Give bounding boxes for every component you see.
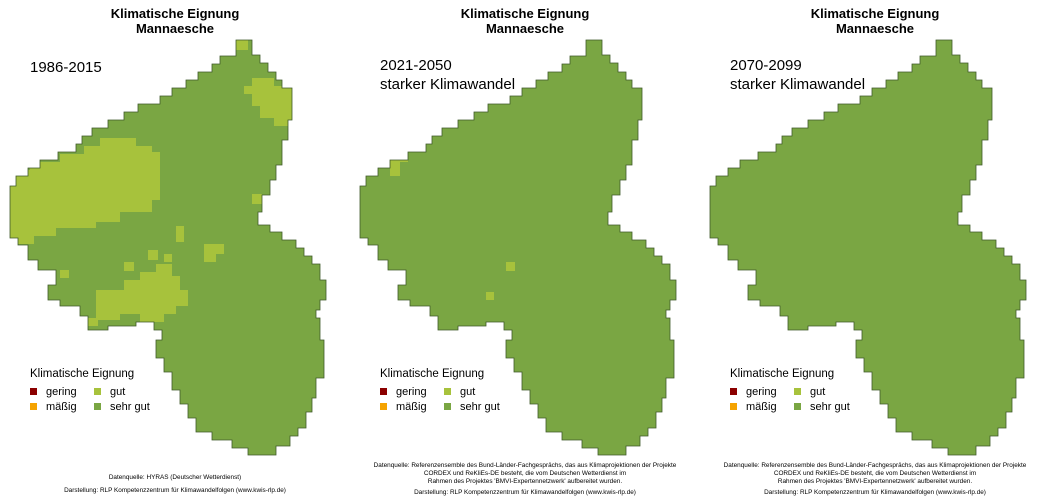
legend-label: sehr gut (810, 400, 850, 413)
legend-item-maessig: mäßig (380, 400, 444, 413)
swatch-gering (30, 388, 37, 395)
swatch-gut (794, 388, 801, 395)
title-line-2: Mannaesche (485, 21, 565, 36)
legend-label: gering (396, 385, 427, 398)
title-line-1: Klimatische Eignung (460, 6, 590, 21)
map-panel-2070-2099: Klimatische Eignung Mannaesche 2070-2099… (700, 0, 1050, 500)
legend-label: gering (746, 385, 777, 398)
legend-item-sehr-gut: sehr gut (94, 400, 174, 413)
period-label: 1986-2015 (30, 58, 102, 77)
period-years: 1986-2015 (30, 59, 102, 76)
legend-item-gut: gut (794, 385, 874, 398)
suitability-map (709, 39, 1027, 456)
source-line: Darstellung: RLP Kompetenzzentrum für Kl… (414, 489, 636, 496)
legend-label: gut (460, 385, 476, 398)
legend-label: gut (110, 385, 126, 398)
map-title: Klimatische Eignung Mannaesche (700, 6, 1050, 36)
swatch-maessig (30, 403, 37, 410)
legend: Klimatische Eignung gering gut mäßig seh… (380, 368, 524, 413)
legend-label: gering (46, 385, 77, 398)
legend-label: sehr gut (110, 400, 150, 413)
period-scenario: starker Klimawandel (380, 76, 516, 93)
period-years: 2021-2050 (380, 57, 452, 74)
source-note: Datenquelle: Referenzensemble des Bund-L… (700, 462, 1050, 497)
swatch-maessig (730, 403, 737, 410)
source-line: Rahmen des Projektes 'BMVI-Expertennetzw… (427, 478, 623, 485)
legend-item-gut: gut (94, 385, 174, 398)
period-years: 2070-2099 (730, 57, 802, 74)
title-line-1: Klimatische Eignung (110, 6, 240, 21)
map-panel-1986-2015: Klimatische Eignung Mannaesche 1986-2015 (0, 0, 350, 500)
swatch-sehr-gut (444, 403, 451, 410)
legend-item-sehr-gut: sehr gut (794, 400, 874, 413)
source-line: CORDEX und ReKliEs-DE besteht, die vom D… (773, 470, 977, 477)
map-title: Klimatische Eignung Mannaesche (0, 6, 350, 36)
period-label: 2070-2099 starker Klimawandel (730, 56, 865, 94)
legend-title: Klimatische Eignung (730, 368, 835, 380)
legend-item-gering: gering (730, 385, 794, 398)
legend-label: gut (810, 385, 826, 398)
legend-label: mäßig (46, 400, 77, 413)
map-panel-2021-2050: Klimatische Eignung Mannaesche 2021-2050… (350, 0, 700, 500)
legend-item-gering: gering (30, 385, 94, 398)
legend-item-maessig: mäßig (730, 400, 794, 413)
swatch-maessig (380, 403, 387, 410)
title-line-1: Klimatische Eignung (810, 6, 940, 21)
suitability-map (9, 39, 327, 456)
source-note: Datenquelle: HYRAS (Deutscher Wetterdien… (0, 474, 350, 495)
legend-item-gut: gut (444, 385, 524, 398)
legend-label: mäßig (746, 400, 777, 413)
source-line: Darstellung: RLP Kompetenzzentrum für Kl… (764, 489, 986, 496)
swatch-gut (444, 388, 451, 395)
source-line: Rahmen des Projektes 'BMVI-Expertennetzw… (777, 478, 973, 485)
source-line: CORDEX und ReKliEs-DE besteht, die vom D… (423, 470, 627, 477)
source-note: Datenquelle: Referenzensemble des Bund-L… (350, 462, 700, 497)
legend-title: Klimatische Eignung (380, 368, 485, 380)
legend: Klimatische Eignung gering gut mäßig seh… (730, 368, 874, 413)
legend-item-sehr-gut: sehr gut (444, 400, 524, 413)
swatch-sehr-gut (794, 403, 801, 410)
source-line: Datenquelle: Referenzensemble des Bund-L… (373, 462, 677, 469)
title-line-2: Mannaesche (135, 21, 215, 36)
legend-label: mäßig (396, 400, 427, 413)
legend: Klimatische Eignung gering gut mäßig seh… (30, 368, 174, 413)
legend-item-maessig: mäßig (30, 400, 94, 413)
map-title: Klimatische Eignung Mannaesche (350, 6, 700, 36)
swatch-gut (94, 388, 101, 395)
swatch-gering (380, 388, 387, 395)
legend-title: Klimatische Eignung (30, 368, 135, 380)
suitability-map (359, 39, 677, 456)
source-line: Datenquelle: Referenzensemble des Bund-L… (723, 462, 1027, 469)
swatch-gering (730, 388, 737, 395)
source-line: Darstellung: RLP Kompetenzzentrum für Kl… (64, 487, 286, 494)
gut-class-area (10, 40, 292, 326)
source-line: Datenquelle: HYRAS (Deutscher Wetterdien… (108, 474, 242, 481)
period-scenario: starker Klimawandel (730, 76, 866, 93)
swatch-sehr-gut (94, 403, 101, 410)
legend-item-gering: gering (380, 385, 444, 398)
title-line-2: Mannaesche (835, 21, 915, 36)
legend-label: sehr gut (460, 400, 500, 413)
period-label: 2021-2050 starker Klimawandel (380, 56, 515, 94)
